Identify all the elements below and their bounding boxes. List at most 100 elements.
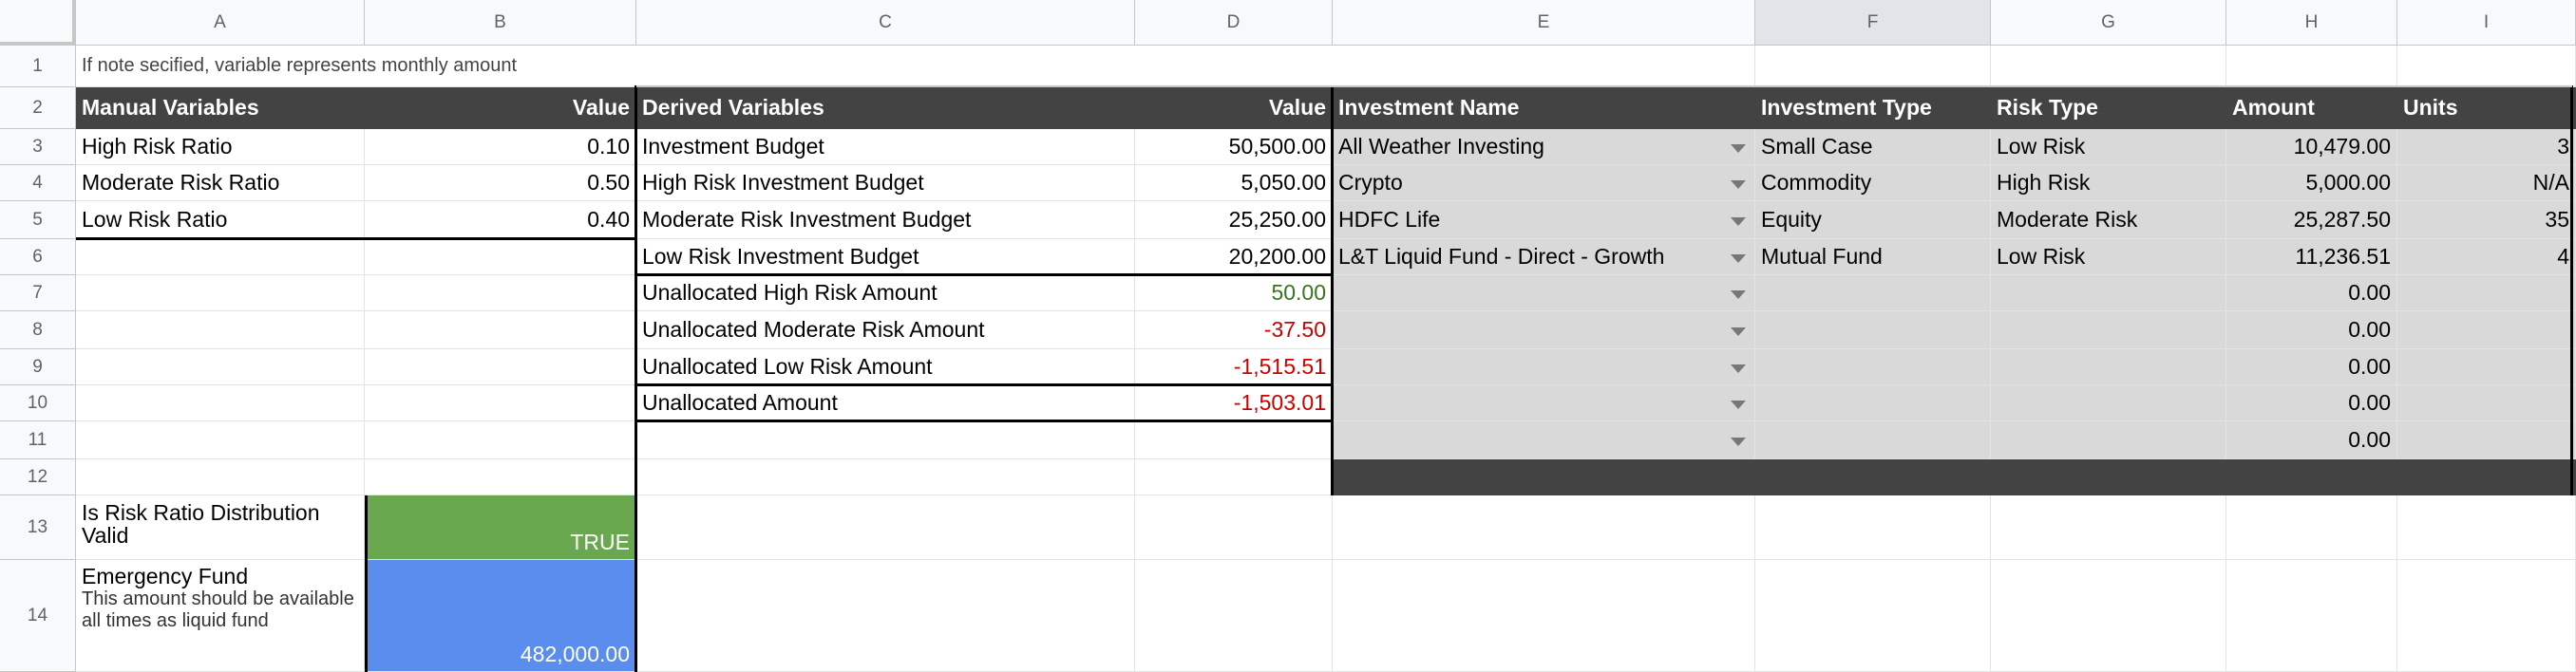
chevron-down-icon[interactable] xyxy=(1731,217,1746,226)
column-header-c[interactable]: C xyxy=(636,0,1135,46)
amount-cell[interactable]: 11,236.51 xyxy=(2226,239,2397,275)
cell[interactable] xyxy=(1755,495,1991,560)
cell[interactable] xyxy=(76,385,365,421)
cell[interactable] xyxy=(365,275,636,311)
row-header-10[interactable]: 10 xyxy=(0,385,76,421)
manual-value[interactable]: 0.10 xyxy=(365,129,636,165)
cell[interactable] xyxy=(1333,46,1755,87)
cell[interactable] xyxy=(365,459,636,495)
column-header-b[interactable]: B xyxy=(365,0,636,46)
column-header-a[interactable]: A xyxy=(76,0,365,46)
cell[interactable] xyxy=(365,311,636,349)
manual-value[interactable]: 0.40 xyxy=(365,201,636,239)
risk-type-header[interactable]: Risk Type xyxy=(1991,87,2226,129)
units-cell[interactable] xyxy=(2397,349,2576,385)
risk-ratio-valid-label[interactable]: Is Risk Ratio Distribution Valid xyxy=(76,495,365,560)
row-header-7[interactable]: 7 xyxy=(0,275,76,311)
derived-label[interactable]: Unallocated Low Risk Amount xyxy=(636,349,1135,385)
amount-cell[interactable]: 25,287.50 xyxy=(2226,201,2397,239)
amount-cell[interactable]: 0.00 xyxy=(2226,311,2397,349)
row-header-4[interactable]: 4 xyxy=(0,165,76,201)
row-header-1[interactable]: 1 xyxy=(0,46,76,87)
units-cell[interactable]: 4 xyxy=(2397,239,2576,275)
amount-header[interactable]: Amount xyxy=(2226,87,2397,129)
row-header-5[interactable]: 5 xyxy=(0,201,76,239)
row-header-11[interactable]: 11 xyxy=(0,421,76,459)
row-header-14[interactable]: 14 xyxy=(0,560,76,672)
cell[interactable] xyxy=(2397,495,2576,560)
derived-value-positive[interactable]: 50.00 xyxy=(1135,275,1333,311)
manual-variables-header[interactable]: Manual Variables xyxy=(76,87,365,129)
cell[interactable] xyxy=(76,275,365,311)
column-header-g[interactable]: G xyxy=(1991,0,2226,46)
cell[interactable] xyxy=(76,311,365,349)
amount-cell[interactable]: 0.00 xyxy=(2226,349,2397,385)
units-header[interactable]: Units xyxy=(2397,87,2576,129)
derived-value-negative[interactable]: -1,503.01 xyxy=(1135,385,1333,421)
derived-label[interactable]: Moderate Risk Investment Budget xyxy=(636,201,1135,239)
risk-type-cell[interactable] xyxy=(1991,421,2226,459)
derived-value-negative[interactable]: -1,515.51 xyxy=(1135,349,1333,385)
units-cell[interactable] xyxy=(2397,275,2576,311)
chevron-down-icon[interactable] xyxy=(1731,290,1746,299)
cell[interactable] xyxy=(1333,560,1755,672)
derived-label[interactable]: Unallocated High Risk Amount xyxy=(636,275,1135,311)
derived-value[interactable]: 25,250.00 xyxy=(1135,201,1333,239)
column-header-i[interactable]: I xyxy=(2397,0,2576,46)
select-all-corner[interactable] xyxy=(0,0,76,46)
investment-name-cell[interactable]: Crypto xyxy=(1333,165,1755,201)
cell[interactable] xyxy=(365,421,636,459)
chevron-down-icon[interactable] xyxy=(1731,438,1746,446)
cell[interactable] xyxy=(636,495,1135,560)
derived-value-header[interactable]: Value xyxy=(1135,87,1333,129)
amount-cell[interactable]: 0.00 xyxy=(2226,421,2397,459)
cell[interactable] xyxy=(1755,46,1991,87)
risk-type-cell[interactable]: Low Risk xyxy=(1991,129,2226,165)
column-header-f[interactable]: F xyxy=(1755,0,1991,46)
chevron-down-icon[interactable] xyxy=(1731,401,1746,409)
row-header-12[interactable]: 12 xyxy=(0,459,76,495)
chevron-down-icon[interactable] xyxy=(1731,327,1746,336)
cell[interactable] xyxy=(76,239,365,275)
cell[interactable] xyxy=(2226,495,2397,560)
investment-name-cell[interactable]: L&T Liquid Fund - Direct - Growth xyxy=(1333,239,1755,275)
cell[interactable] xyxy=(365,239,636,275)
column-header-e[interactable]: E xyxy=(1333,0,1755,46)
row-header-8[interactable]: 8 xyxy=(0,311,76,349)
investment-type-cell[interactable] xyxy=(1755,349,1991,385)
units-cell[interactable]: 3 xyxy=(2397,129,2576,165)
cell[interactable] xyxy=(76,459,365,495)
row-header-6[interactable]: 6 xyxy=(0,239,76,275)
risk-type-cell[interactable]: Moderate Risk xyxy=(1991,201,2226,239)
emergency-fund-label-cell[interactable]: Emergency Fund This amount should be ava… xyxy=(76,560,365,672)
cell[interactable] xyxy=(2226,46,2397,87)
investment-type-cell[interactable] xyxy=(1755,311,1991,349)
investment-type-cell[interactable]: Mutual Fund xyxy=(1755,239,1991,275)
manual-label[interactable]: Moderate Risk Ratio xyxy=(76,165,365,201)
derived-value-negative[interactable]: -37.50 xyxy=(1135,311,1333,349)
investment-name-cell[interactable]: HDFC Life xyxy=(1333,201,1755,239)
cell[interactable] xyxy=(1135,495,1333,560)
investment-name-cell[interactable] xyxy=(1333,421,1755,459)
investment-name-cell[interactable]: All Weather Investing xyxy=(1333,129,1755,165)
risk-type-cell[interactable]: Low Risk xyxy=(1991,239,2226,275)
derived-value[interactable]: 50,500.00 xyxy=(1135,129,1333,165)
column-header-d[interactable]: D xyxy=(1135,0,1333,46)
investment-type-header[interactable]: Investment Type xyxy=(1755,87,1991,129)
investment-type-cell[interactable] xyxy=(1755,421,1991,459)
investment-type-cell[interactable] xyxy=(1755,385,1991,421)
derived-label[interactable]: Investment Budget xyxy=(636,129,1135,165)
amount-cell[interactable]: 10,479.00 xyxy=(2226,129,2397,165)
investment-type-cell[interactable]: Small Case xyxy=(1755,129,1991,165)
column-header-h[interactable]: H xyxy=(2226,0,2397,46)
row-header-2[interactable]: 2 xyxy=(0,87,76,129)
cell[interactable] xyxy=(1991,560,2226,672)
cell[interactable] xyxy=(1991,495,2226,560)
risk-type-cell[interactable]: High Risk xyxy=(1991,165,2226,201)
units-cell[interactable]: N/A xyxy=(2397,165,2576,201)
row-header-3[interactable]: 3 xyxy=(0,129,76,165)
cell[interactable] xyxy=(2226,560,2397,672)
row-header-13[interactable]: 13 xyxy=(0,495,76,560)
manual-value-header[interactable]: Value xyxy=(365,87,636,129)
derived-variables-header[interactable]: Derived Variables xyxy=(636,87,1135,129)
